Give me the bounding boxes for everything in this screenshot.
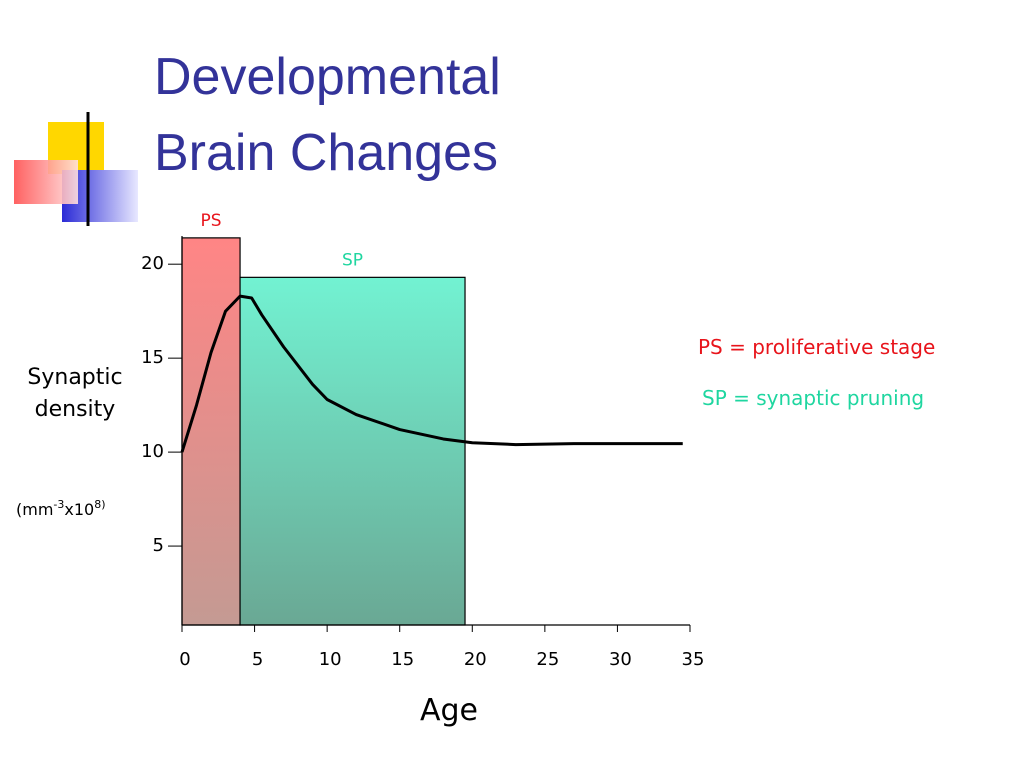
x-tick-label: 15 xyxy=(391,649,414,670)
legend-note: SP = synaptic pruning xyxy=(702,386,924,410)
title-line: Developmental xyxy=(154,48,501,106)
y-tick-label: 5 xyxy=(153,535,164,556)
x-tick-label: 30 xyxy=(609,649,632,670)
stage-region xyxy=(181,237,241,626)
y-unit: (mm-3x108) xyxy=(16,498,106,519)
x-label: Age xyxy=(420,693,478,728)
stage-region xyxy=(239,276,466,626)
unit-part: (mm xyxy=(16,500,53,519)
y-label: Synaptic xyxy=(27,365,122,390)
unit-sup: 8) xyxy=(94,498,105,511)
y-tick-label: 10 xyxy=(141,441,164,462)
density-line xyxy=(180,294,683,453)
decoration xyxy=(14,112,1000,226)
x-tick-label: 0 xyxy=(179,649,190,670)
region-label: PS xyxy=(201,211,222,231)
x-tick-label: 25 xyxy=(536,649,559,670)
x-tick-label: 35 xyxy=(682,649,705,670)
y-label: density xyxy=(35,397,116,422)
x-tick-label: 10 xyxy=(319,649,342,670)
unit-part: x10 xyxy=(64,500,94,519)
x-tick-label: 20 xyxy=(464,649,487,670)
unit-sup: -3 xyxy=(53,498,64,511)
y-tick-label: 20 xyxy=(141,253,164,274)
x-tick-label: 5 xyxy=(252,649,263,670)
region-label: SP xyxy=(342,250,363,270)
legend-note: PS = proliferative stage xyxy=(698,335,935,359)
title-line: Brain Changes xyxy=(154,124,498,182)
plot: PS SP 5 10 15 20 0 5 10 15 20 25 30 35 PS = proliferat… xyxy=(141,211,935,670)
y-tick-label: 15 xyxy=(141,347,164,368)
